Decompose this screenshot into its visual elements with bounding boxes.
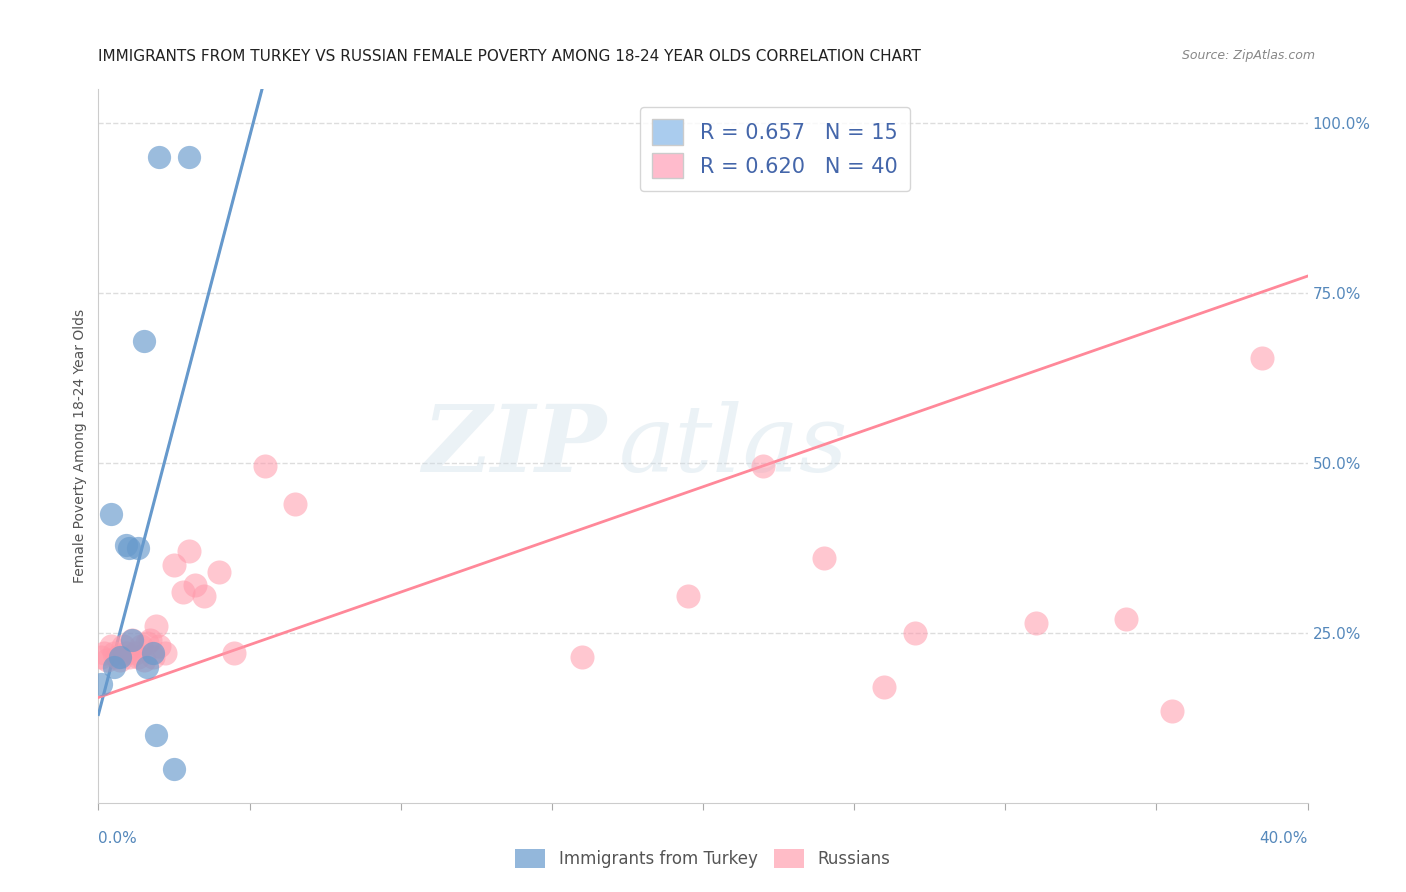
- Point: [145, 619, 167, 633]
- Point: [172, 585, 194, 599]
- Point: [93, 646, 115, 660]
- Point: [163, 762, 186, 776]
- Point: [179, 544, 201, 558]
- Point: [132, 653, 155, 667]
- Point: [193, 589, 215, 603]
- Text: 0.0%: 0.0%: [98, 831, 138, 846]
- Point: [813, 551, 835, 566]
- Text: IMMIGRANTS FROM TURKEY VS RUSSIAN FEMALE POVERTY AMONG 18-24 YEAR OLDS CORRELATI: IMMIGRANTS FROM TURKEY VS RUSSIAN FEMALE…: [98, 49, 921, 64]
- Point: [179, 150, 201, 164]
- Point: [127, 541, 149, 555]
- Point: [208, 565, 231, 579]
- Text: ZIP: ZIP: [422, 401, 606, 491]
- Point: [1251, 351, 1274, 365]
- Point: [108, 649, 131, 664]
- Point: [129, 640, 152, 654]
- Point: [118, 541, 141, 555]
- Point: [145, 728, 167, 742]
- Point: [100, 640, 122, 654]
- Point: [148, 150, 170, 164]
- Point: [121, 632, 143, 647]
- Point: [118, 649, 141, 664]
- Point: [1115, 612, 1137, 626]
- Point: [90, 649, 112, 664]
- Point: [163, 558, 186, 572]
- Point: [904, 626, 927, 640]
- Point: [253, 459, 276, 474]
- Text: atlas: atlas: [619, 401, 848, 491]
- Legend: Immigrants from Turkey, Russians: Immigrants from Turkey, Russians: [509, 843, 897, 875]
- Point: [1024, 615, 1046, 630]
- Point: [100, 507, 122, 521]
- Point: [139, 632, 162, 647]
- Point: [752, 459, 775, 474]
- Text: 40.0%: 40.0%: [1260, 831, 1308, 846]
- Legend: R = 0.657   N = 15, R = 0.620   N = 40: R = 0.657 N = 15, R = 0.620 N = 40: [640, 107, 910, 191]
- Point: [114, 646, 136, 660]
- Point: [108, 653, 131, 667]
- Point: [121, 632, 143, 647]
- Point: [142, 649, 165, 664]
- Y-axis label: Female Poverty Among 18-24 Year Olds: Female Poverty Among 18-24 Year Olds: [73, 309, 87, 583]
- Point: [1160, 704, 1182, 718]
- Point: [224, 646, 246, 660]
- Point: [571, 649, 593, 664]
- Point: [284, 497, 307, 511]
- Text: Source: ZipAtlas.com: Source: ZipAtlas.com: [1181, 49, 1315, 62]
- Point: [127, 649, 149, 664]
- Point: [111, 640, 134, 654]
- Point: [135, 636, 157, 650]
- Point: [105, 649, 128, 664]
- Point: [132, 334, 155, 348]
- Point: [90, 677, 112, 691]
- Point: [96, 653, 118, 667]
- Point: [142, 646, 165, 660]
- Point: [103, 646, 125, 660]
- Point: [114, 537, 136, 551]
- Point: [103, 660, 125, 674]
- Point: [148, 640, 170, 654]
- Point: [153, 646, 176, 660]
- Point: [135, 660, 157, 674]
- Point: [873, 680, 896, 694]
- Point: [676, 589, 699, 603]
- Point: [124, 646, 146, 660]
- Point: [184, 578, 207, 592]
